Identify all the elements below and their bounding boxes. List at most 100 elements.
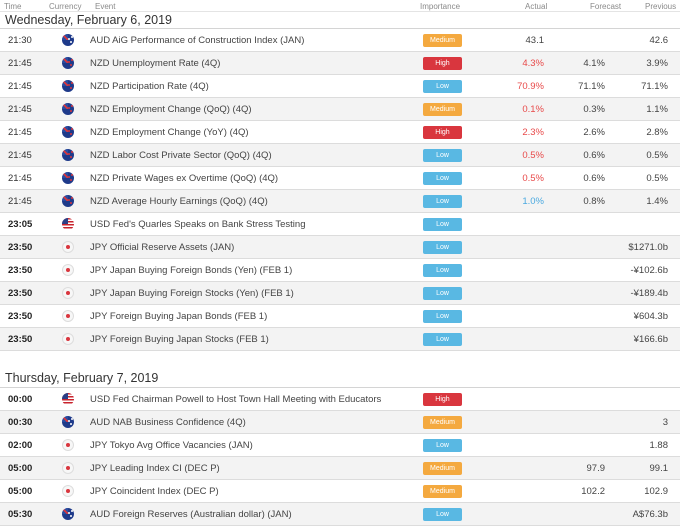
importance-badge: Low — [423, 80, 462, 93]
previous-value: ¥166.6b — [633, 334, 668, 345]
event-row[interactable]: 23:50 JPY Foreign Buying Japan Bonds (FEB… — [0, 305, 680, 328]
event-row[interactable]: 23:05 USD Fed's Quarles Speaks on Bank St… — [0, 213, 680, 236]
event-name[interactable]: JPY Tokyo Avg Office Vacancies (JAN) — [90, 440, 253, 451]
event-row[interactable]: 21:45 NZD Employment Change (YoY) (4Q) Hig… — [0, 121, 680, 144]
previous-value: -¥189.4b — [630, 288, 668, 299]
actual-value: 0.1% — [522, 104, 544, 115]
event-row[interactable]: 21:45 NZD Unemployment Rate (4Q) High 4.3% 4… — [0, 52, 680, 75]
event-row[interactable]: 00:30 AUD NAB Business Confidence (4Q) Med… — [0, 411, 680, 434]
forecast-value: 0.6% — [583, 150, 605, 161]
event-name[interactable]: NZD Employment Change (YoY) (4Q) — [90, 127, 249, 138]
event-time: 23:05 — [8, 219, 33, 230]
event-name[interactable]: JPY Leading Index CI (DEC P) — [90, 463, 220, 474]
event-row[interactable]: 23:50 JPY Japan Buying Foreign Stocks (Ye… — [0, 282, 680, 305]
event-time: 05:00 — [8, 486, 33, 497]
event-name[interactable]: JPY Foreign Buying Japan Stocks (FEB 1) — [90, 334, 269, 345]
event-name[interactable]: NZD Participation Rate (4Q) — [90, 81, 209, 92]
event-time: 21:45 — [8, 81, 32, 92]
header-importance[interactable]: Importance — [420, 2, 461, 11]
event-name[interactable]: NZD Unemployment Rate (4Q) — [90, 58, 221, 69]
actual-value: 70.9% — [517, 81, 544, 92]
forecast-value: 0.6% — [583, 173, 605, 184]
event-row[interactable]: 21:45 NZD Private Wages ex Overtime (QoQ)… — [0, 167, 680, 190]
actual-value: 0.5% — [522, 173, 544, 184]
table-header: Time Currency Event Importance Actual Fo… — [0, 0, 680, 12]
au-flag-icon — [62, 416, 74, 428]
header-forecast[interactable]: Forecast — [590, 2, 622, 11]
event-name[interactable]: JPY Official Reserve Assets (JAN) — [90, 242, 235, 253]
event-row[interactable]: 05:00 JPY Leading Index CI (DEC P) Medium 9… — [0, 457, 680, 480]
jp-flag-icon — [62, 241, 74, 253]
event-row[interactable]: 00:00 USD Fed Chairman Powell to Host Tow… — [0, 388, 680, 411]
event-row[interactable]: 05:00 JPY Coincident Index (DEC P) Medium 1… — [0, 480, 680, 503]
actual-value: 4.3% — [522, 58, 544, 69]
day-heading: Thursday, February 7, 2019 — [0, 351, 680, 388]
event-time: 21:30 — [8, 35, 32, 46]
event-row[interactable]: 21:45 NZD Labor Cost Private Sector (QoQ)… — [0, 144, 680, 167]
event-name[interactable]: NZD Labor Cost Private Sector (QoQ) (4Q) — [90, 150, 272, 161]
importance-badge: Low — [423, 310, 462, 323]
importance-badge: Medium — [423, 103, 462, 116]
previous-value: 3 — [662, 417, 668, 428]
event-row[interactable]: 05:30 AUD Foreign Reserves (Australian do… — [0, 503, 680, 526]
event-row[interactable]: 23:50 JPY Foreign Buying Japan Stocks (FE… — [0, 328, 680, 351]
forecast-value: 0.3% — [583, 104, 605, 115]
forecast-value: 97.9 — [586, 463, 606, 474]
event-name[interactable]: AUD Foreign Reserves (Australian dollar)… — [90, 509, 292, 520]
event-name[interactable]: JPY Coincident Index (DEC P) — [90, 486, 219, 497]
event-time: 21:45 — [8, 104, 32, 115]
us-flag-icon — [62, 393, 74, 405]
importance-badge: Low — [423, 264, 462, 277]
header-actual[interactable]: Actual — [525, 2, 548, 11]
importance-badge: Medium — [423, 34, 462, 47]
event-name[interactable]: USD Fed's Quarles Speaks on Bank Stress … — [90, 219, 306, 230]
actual-value: 2.3% — [522, 127, 544, 138]
event-name[interactable]: AUD AiG Performance of Construction Inde… — [90, 35, 305, 46]
nz-flag-icon — [62, 126, 74, 138]
previous-value: 3.9% — [646, 58, 668, 69]
previous-value: 0.5% — [646, 173, 668, 184]
event-time: 21:45 — [8, 150, 32, 161]
jp-flag-icon — [62, 287, 74, 299]
jp-flag-icon — [62, 485, 74, 497]
event-name[interactable]: NZD Average Hourly Earnings (QoQ) (4Q) — [90, 196, 268, 207]
event-name[interactable]: JPY Foreign Buying Japan Bonds (FEB 1) — [90, 311, 268, 322]
event-time: 05:30 — [8, 509, 33, 520]
event-time: 21:45 — [8, 173, 32, 184]
header-previous[interactable]: Previous — [645, 2, 677, 11]
jp-flag-icon — [62, 439, 74, 451]
event-name[interactable]: USD Fed Chairman Powell to Host Town Hal… — [90, 394, 382, 405]
event-time: 23:50 — [8, 265, 33, 276]
actual-value: 0.5% — [522, 150, 544, 161]
previous-value: 99.1 — [649, 463, 669, 474]
event-name[interactable]: AUD NAB Business Confidence (4Q) — [90, 417, 246, 428]
previous-value: 1.1% — [646, 104, 668, 115]
header-event[interactable]: Event — [95, 2, 116, 11]
event-name[interactable]: NZD Private Wages ex Overtime (QoQ) (4Q) — [90, 173, 279, 184]
header-currency[interactable]: Currency — [49, 2, 82, 11]
event-row[interactable]: 21:30 AUD AiG Performance of Construction… — [0, 29, 680, 52]
event-row[interactable]: 23:50 JPY Japan Buying Foreign Bonds (Yen… — [0, 259, 680, 282]
event-name[interactable]: JPY Japan Buying Foreign Bonds (Yen) (FE… — [90, 265, 293, 276]
jp-flag-icon — [62, 310, 74, 322]
event-row[interactable]: 21:45 NZD Average Hourly Earnings (QoQ) (… — [0, 190, 680, 213]
day-heading: Wednesday, February 6, 2019 — [0, 12, 680, 29]
event-name[interactable]: JPY Japan Buying Foreign Stocks (Yen) (F… — [90, 288, 294, 299]
importance-badge: High — [423, 126, 462, 139]
nz-flag-icon — [62, 103, 74, 115]
nz-flag-icon — [62, 172, 74, 184]
previous-value: 71.1% — [641, 81, 668, 92]
event-row[interactable]: 23:50 JPY Official Reserve Assets (JAN) Lo… — [0, 236, 680, 259]
nz-flag-icon — [62, 195, 74, 207]
event-row[interactable]: 21:45 NZD Participation Rate (4Q) Low 70.9%… — [0, 75, 680, 98]
event-time: 23:50 — [8, 311, 33, 322]
event-name[interactable]: NZD Employment Change (QoQ) (4Q) — [90, 104, 252, 115]
forecast-value: 2.6% — [583, 127, 605, 138]
previous-value: 0.5% — [646, 150, 668, 161]
event-time: 21:45 — [8, 127, 32, 138]
previous-value: ¥604.3b — [633, 311, 668, 322]
event-row[interactable]: 21:45 NZD Employment Change (QoQ) (4Q) Med… — [0, 98, 680, 121]
header-time[interactable]: Time — [4, 2, 22, 11]
event-row[interactable]: 02:00 JPY Tokyo Avg Office Vacancies (JAN… — [0, 434, 680, 457]
forecast-value: 102.2 — [581, 486, 605, 497]
